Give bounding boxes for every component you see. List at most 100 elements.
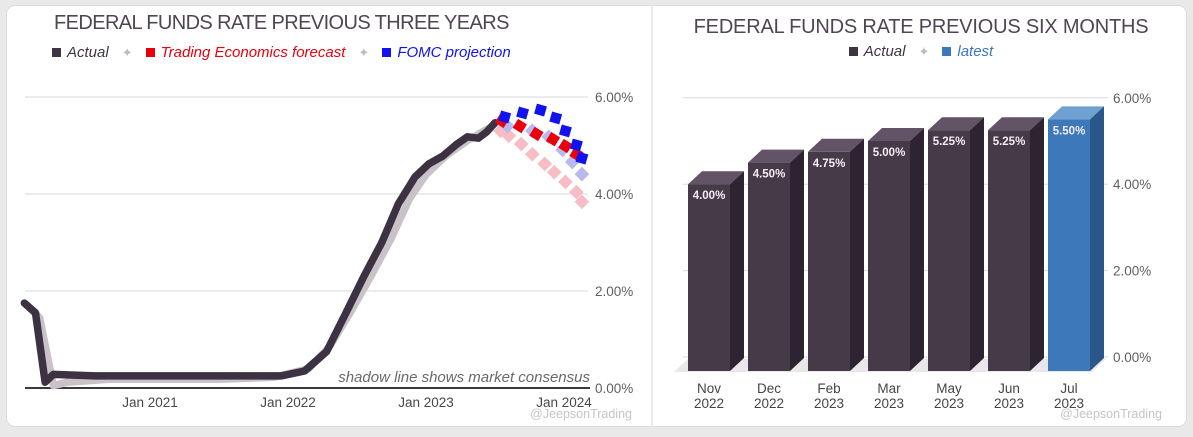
x-axis-year-label: 2023 [1054, 396, 1084, 411]
forecast-marker [558, 124, 572, 138]
forecast-marker [529, 126, 544, 142]
left-chart-title: FEDERAL FUNDS RATE PREVIOUS THREE YEARS [54, 12, 509, 34]
x-axis-month-label: Jul [1060, 381, 1077, 396]
bar-side-face [970, 117, 984, 371]
x-axis-tick-label: Jan 2024 [536, 395, 592, 410]
bar-value-label: 4.00% [693, 190, 726, 202]
x-axis-month-label: May [936, 381, 962, 396]
x-axis-year-label: 2023 [934, 396, 964, 411]
legend-item: Actual [52, 44, 109, 61]
legend-label: Actual [863, 43, 906, 60]
left-chart-legend: Actual ✦ Trading Economics forecast ✦ FOMC p… [52, 44, 511, 61]
bar-top-face [688, 171, 744, 185]
forecast-marker [524, 146, 540, 162]
legend-square-icon [942, 47, 952, 56]
bar-value-label: 5.25% [993, 136, 1026, 148]
forecast-marker [569, 184, 584, 200]
legend-square-icon [52, 48, 61, 57]
bar-top-face [1048, 106, 1104, 120]
legend-separator-diamond-icon: ✦ [358, 44, 370, 60]
forecast-marker [575, 151, 589, 165]
bar-top-face [808, 138, 864, 152]
legend-item: latest [942, 43, 993, 60]
bar-front-face [868, 141, 910, 371]
forecast-marker [549, 111, 563, 125]
forecast-marker [537, 156, 553, 172]
forecast-marker [545, 132, 561, 147]
bar-front-face [928, 130, 970, 371]
legend-label: FOMC projection [397, 44, 511, 61]
bar-front-face [988, 130, 1030, 371]
x-axis-year-label: 2022 [694, 396, 724, 411]
x-axis-tick-label: Jan 2021 [122, 395, 178, 410]
bar-side-face [910, 128, 924, 371]
bar-side-face [1090, 106, 1104, 372]
watermark-left: @JeepsonTrading [530, 407, 632, 421]
legend-label: latest [957, 43, 994, 60]
x-axis-tick-label: Jan 2022 [260, 395, 316, 410]
actual-line [20, 118, 499, 386]
bar-side-face [730, 171, 744, 371]
bar-front-face [1048, 119, 1090, 372]
y-axis-tick-label: 4.00% [595, 187, 633, 202]
shadow-consensus-line [20, 124, 492, 390]
forecast-marker [534, 103, 547, 117]
x-axis-month-label: Feb [817, 381, 840, 396]
bar-top-face [748, 149, 804, 163]
x-axis-year-label: 2023 [874, 396, 904, 411]
x-axis-year-label: 2023 [994, 396, 1024, 411]
x-axis-year-label: 2022 [754, 396, 784, 411]
legend-separator-diamond-icon: ✦ [121, 44, 133, 60]
x-axis-month-label: Nov [697, 381, 721, 396]
y-axis-tick-label: 4.00% [1113, 177, 1151, 192]
right-chart-legend: Actual ✦ latest [654, 43, 1188, 60]
forecast-marker [513, 136, 529, 152]
y-axis-tick-label: 2.00% [1113, 264, 1151, 279]
x-axis-month-label: Mar [877, 381, 901, 396]
bar-value-label: 4.50% [753, 169, 786, 181]
legend-square-icon [382, 48, 392, 57]
y-axis-tick-label: 2.00% [595, 284, 633, 299]
forecast-marker [574, 194, 590, 210]
bar-side-face [850, 138, 864, 371]
y-axis-tick-label: 6.00% [1113, 91, 1151, 106]
fed-funds-bar-chart: 6.00%4.00%2.00%0.00%4.00%Nov20224.50%Dec… [674, 91, 1151, 411]
forecast-marker [574, 166, 590, 182]
fed-funds-line-chart: 6.00% 4.00% 2.00% 0.00% Jan 2021 Jan 2022 Jan … [20, 90, 633, 410]
y-axis-tick-label: 0.00% [1113, 350, 1151, 365]
forecast-marker [558, 174, 573, 190]
bar-front-face [748, 162, 790, 371]
bar-top-face [988, 117, 1044, 131]
three-years-panel [6, 5, 651, 427]
bar-front-face [688, 184, 730, 371]
y-axis-tick-label: 0.00% [595, 381, 633, 396]
legend-item: FOMC projection [382, 44, 511, 61]
shadow-line-annotation: shadow line shows market consensus [338, 369, 590, 386]
bar-value-label: 5.00% [873, 147, 906, 159]
forecast-marker [546, 164, 562, 180]
forecast-marker [558, 138, 573, 154]
legend-separator-diamond-icon: ✦ [918, 43, 930, 59]
bar-top-face [928, 117, 984, 131]
forecast-marker [516, 106, 530, 120]
x-axis-tick-label: Jan 2023 [398, 395, 454, 410]
forecast-marker [498, 110, 512, 124]
bar-side-face [1030, 117, 1044, 371]
forecast-marker [569, 138, 583, 152]
x-axis-month-label: Dec [757, 381, 781, 396]
bar-value-label: 4.75% [813, 158, 846, 170]
x-axis-month-label: Jun [998, 381, 1020, 396]
bar-side-face [790, 149, 804, 371]
y-axis-tick-label: 6.00% [595, 90, 633, 105]
bar-value-label: 5.50% [1053, 125, 1086, 137]
bar-front-face [808, 151, 850, 371]
legend-square-icon [848, 47, 858, 56]
legend-label: Trading Economics forecast [160, 44, 346, 61]
legend-item: Actual [848, 43, 906, 60]
legend-item: Trading Economics forecast [145, 44, 346, 61]
x-axis-year-label: 2023 [814, 396, 844, 411]
legend-square-icon [145, 48, 155, 57]
bar-value-label: 5.25% [933, 136, 966, 148]
right-chart-title: FEDERAL FUNDS RATE PREVIOUS SIX MONTHS [693, 16, 1149, 38]
